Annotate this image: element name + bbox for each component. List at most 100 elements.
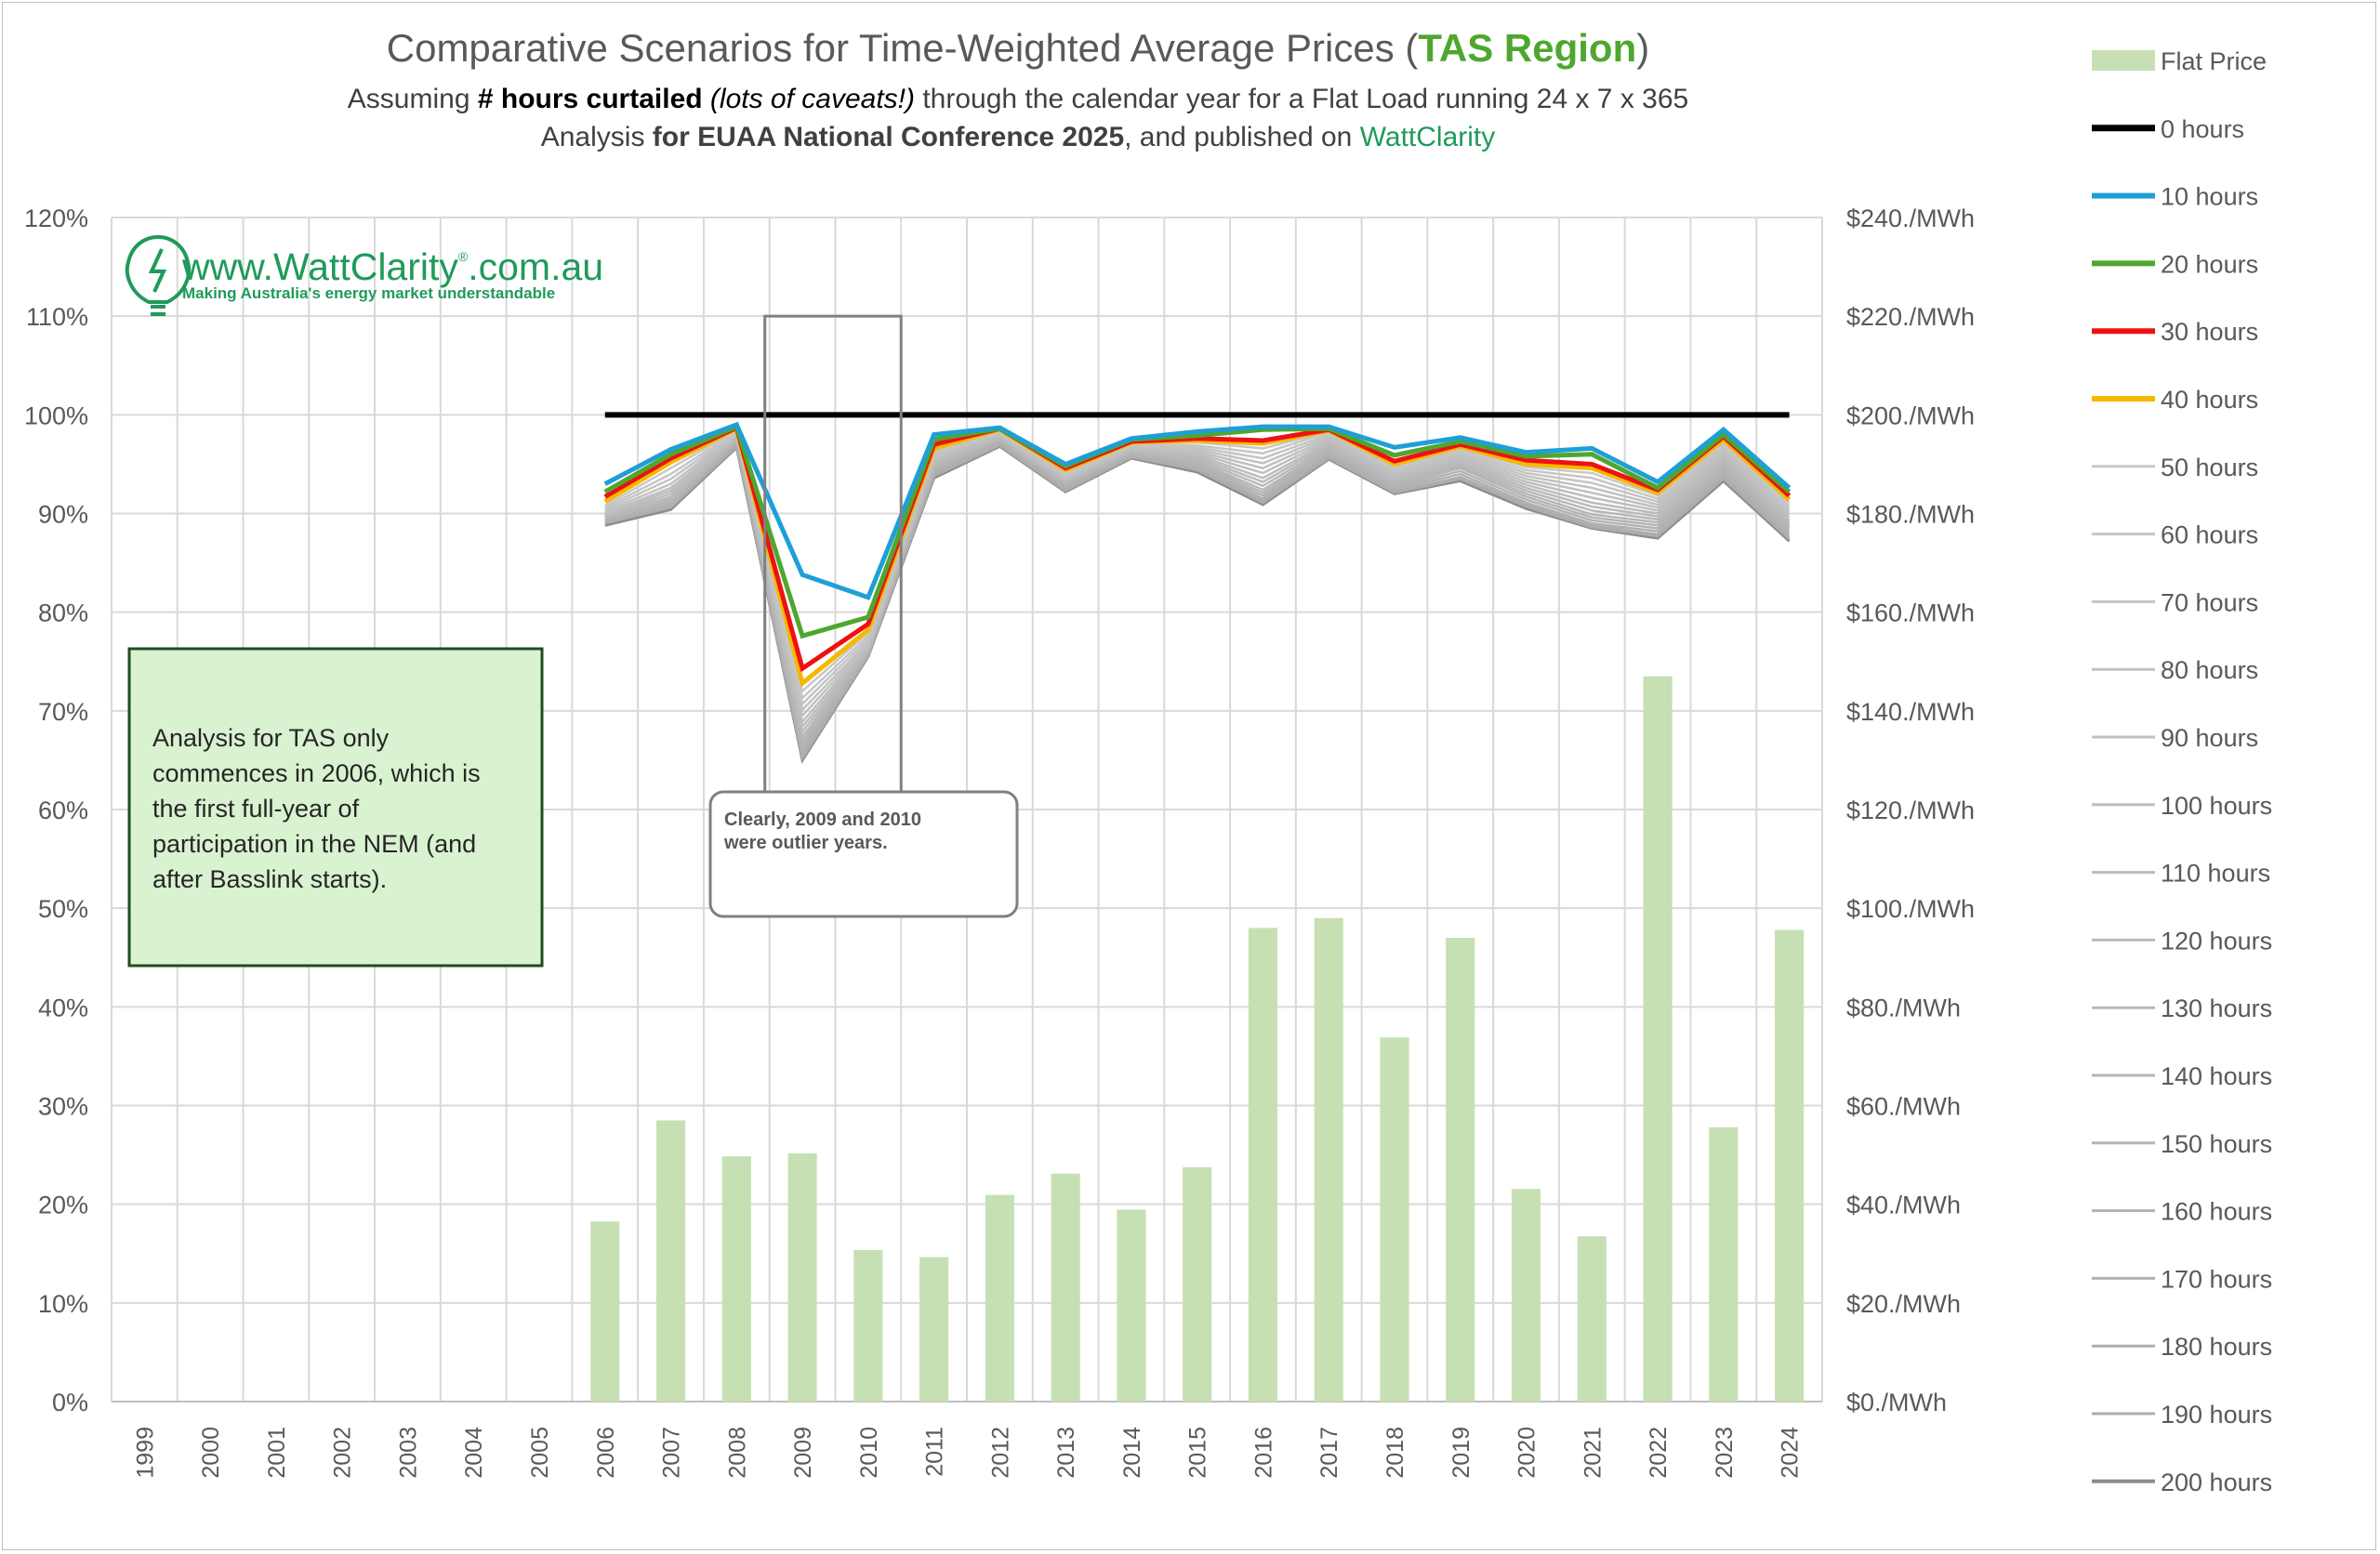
logo-registered: ® xyxy=(458,249,469,264)
right-tick-label: $20./MWh xyxy=(1846,1290,1961,1318)
left-tick-label: 90% xyxy=(38,501,88,529)
x-tick-label: 2008 xyxy=(724,1427,750,1479)
x-tick-label: 2019 xyxy=(1448,1427,1474,1479)
left-tick-label: 60% xyxy=(38,797,88,824)
x-tick-label: 1999 xyxy=(132,1427,158,1479)
x-tick-label: 2003 xyxy=(395,1427,421,1479)
left-tick-label: 110% xyxy=(26,303,88,331)
x-tick-label: 2005 xyxy=(527,1427,553,1479)
callout-text: Clearly, 2009 and 2010 were outlier year… xyxy=(723,810,927,853)
legend-label: 180 hours xyxy=(2161,1333,2272,1361)
logo-main: www.WattClarity xyxy=(181,245,458,288)
svg-text:www.WattClarity®.com.au: www.WattClarity®.com.au xyxy=(181,245,603,288)
series-line xyxy=(604,439,1791,752)
right-tick-label: $60./MWh xyxy=(1846,1093,1961,1121)
flat-price-bar xyxy=(1314,917,1343,1402)
series-line xyxy=(604,434,1791,730)
x-tick-label: 2024 xyxy=(1778,1427,1804,1479)
note-box: Analysis for TAS only commences in 2006,… xyxy=(127,647,544,968)
legend-swatch xyxy=(2092,50,2155,71)
flat-price-bar xyxy=(1709,1126,1739,1402)
x-tick-label: 2007 xyxy=(659,1427,685,1479)
flat-price-bar xyxy=(1775,929,1805,1402)
x-axis-ticks: 1999 2000 2001 2002 2003 2004 2005 2006 2007 2008… xyxy=(132,1427,1803,1479)
x-tick-label: 2016 xyxy=(1250,1427,1276,1479)
flat-price-bar xyxy=(1248,928,1278,1402)
x-tick-label: 2000 xyxy=(198,1427,224,1479)
legend-label: 70 hours xyxy=(2161,588,2258,616)
x-tick-label: 2002 xyxy=(330,1427,356,1479)
x-tick-label: 2017 xyxy=(1316,1427,1342,1479)
logo-domain: .com.au xyxy=(468,245,603,288)
x-tick-label: 2001 xyxy=(264,1427,290,1479)
lightbulb-icon xyxy=(125,234,192,316)
legend-label: 160 hours xyxy=(2161,1198,2272,1226)
flat-price-bar xyxy=(1380,1037,1409,1402)
legend-label: 190 hours xyxy=(2161,1401,2272,1429)
left-tick-label: 100% xyxy=(24,402,88,429)
flat-price-bar xyxy=(1117,1209,1146,1402)
x-tick-label: 2021 xyxy=(1580,1427,1606,1479)
title-region: TAS Region xyxy=(1418,26,1636,70)
series-line xyxy=(603,421,1792,600)
legend-label: 0 hours xyxy=(2161,115,2244,143)
left-tick-label: 40% xyxy=(38,994,88,1021)
right-tick-label: $120./MWh xyxy=(1846,797,1975,824)
series-line xyxy=(604,440,1791,756)
chart-subtitle-1: Assuming # hours curtailed (lots of cave… xyxy=(348,84,1688,114)
series-line xyxy=(604,432,1791,718)
legend-label: Flat Price xyxy=(2161,47,2267,75)
left-tick-label: 0% xyxy=(52,1389,88,1416)
flat-price-bar xyxy=(1183,1166,1212,1402)
series-line xyxy=(603,424,1792,673)
series-line xyxy=(603,423,1792,639)
legend-label: 50 hours xyxy=(2161,454,2258,481)
series-line xyxy=(604,435,1791,734)
x-tick-label: 2022 xyxy=(1646,1427,1672,1479)
x-tick-label: 2004 xyxy=(461,1427,487,1479)
chart-subtitle-2: Analysis for EUAA National Conference 20… xyxy=(541,122,1496,152)
series-line xyxy=(604,429,1791,701)
logo-tagline: Making Australia's energy market underst… xyxy=(182,284,555,302)
flat-price-bar xyxy=(1577,1236,1606,1402)
flat-price-bar xyxy=(787,1152,817,1402)
outlier-highlight-box xyxy=(763,314,903,794)
legend-label: 130 hours xyxy=(2161,994,2272,1022)
right-tick-label: $240./MWh xyxy=(1846,204,1975,232)
legend-label: 90 hours xyxy=(2161,724,2258,752)
x-tick-label: 2006 xyxy=(593,1427,619,1479)
right-tick-label: $80./MWh xyxy=(1846,994,1961,1021)
note-text: Analysis for TAS only commences in 2006,… xyxy=(152,724,487,893)
legend-label: 150 hours xyxy=(2161,1130,2272,1158)
left-tick-label: 10% xyxy=(38,1290,88,1318)
series-line xyxy=(604,433,1791,725)
legend-label: 10 hours xyxy=(2161,183,2258,211)
outlier-callout: Clearly, 2009 and 2010 were outlier year… xyxy=(708,790,1019,918)
series-line xyxy=(604,437,1791,744)
left-tick-label: 50% xyxy=(38,895,88,923)
wattclarity-link: WattClarity xyxy=(1360,122,1496,152)
series-line xyxy=(604,443,1791,762)
flat-price-bar xyxy=(853,1250,883,1402)
series-line xyxy=(604,438,1791,747)
flat-price-bar xyxy=(1643,676,1673,1402)
flat-price-bar xyxy=(1051,1173,1080,1402)
flat-price-bar xyxy=(919,1257,949,1402)
left-tick-label: 30% xyxy=(38,1093,88,1121)
left-tick-label: 20% xyxy=(38,1192,88,1219)
x-tick-label: 2020 xyxy=(1514,1427,1540,1479)
right-tick-label: $220./MWh xyxy=(1846,303,1975,331)
legend-label: 200 hours xyxy=(2161,1468,2272,1496)
right-tick-label: $140./MWh xyxy=(1846,698,1975,726)
legend-label: 100 hours xyxy=(2161,792,2272,820)
left-tick-label: 70% xyxy=(38,698,88,726)
series-line xyxy=(604,430,1791,706)
flat-price-bar xyxy=(1446,938,1475,1402)
legend-label: 40 hours xyxy=(2161,386,2258,414)
flat-price-bar xyxy=(655,1120,686,1402)
flat-price-bar xyxy=(721,1156,751,1402)
legend-label: 170 hours xyxy=(2161,1265,2272,1293)
flat-price-bar xyxy=(590,1221,620,1402)
flat-price-bar xyxy=(1511,1189,1541,1402)
